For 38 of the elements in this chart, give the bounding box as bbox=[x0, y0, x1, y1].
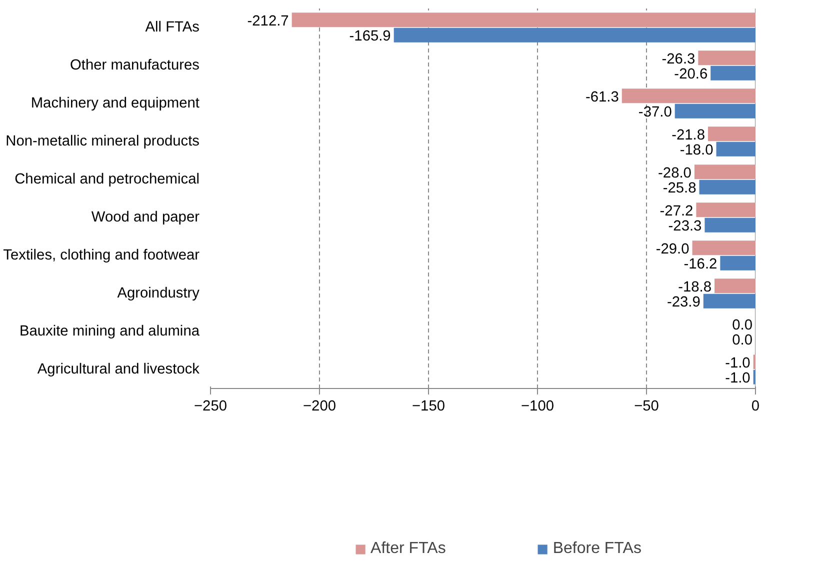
data-label: -25.8 bbox=[662, 180, 696, 197]
data-label: -21.8 bbox=[672, 127, 705, 144]
x-tick-label: −200 bbox=[302, 398, 336, 414]
x-tick-label: −150 bbox=[412, 398, 446, 414]
x-tick-label: 0 bbox=[751, 398, 760, 414]
data-label: -18.0 bbox=[680, 142, 714, 159]
data-label: -23.3 bbox=[668, 218, 702, 235]
y-tick-label: Machinery and equipment bbox=[30, 96, 200, 112]
legend-label: Before FTAs bbox=[552, 540, 642, 558]
x-tick-label: −50 bbox=[634, 398, 659, 414]
y-tick-label: Textiles, clothing and footwear bbox=[3, 248, 200, 264]
y-tick-label: Chemical and petrochemical bbox=[14, 172, 200, 188]
data-label: -26.3 bbox=[662, 51, 696, 68]
data-label: -29.0 bbox=[656, 241, 690, 258]
data-label: -18.8 bbox=[678, 279, 712, 296]
data-label: -165.9 bbox=[349, 28, 391, 45]
y-tick-label: All FTAs bbox=[145, 20, 200, 36]
y-tick-label: Agricultural and livestock bbox=[37, 362, 200, 378]
data-label: -212.7 bbox=[247, 13, 289, 30]
y-tick-label: Other manufactures bbox=[70, 58, 200, 74]
data-label: -1.0 bbox=[725, 370, 750, 387]
data-label: -28.0 bbox=[658, 165, 692, 182]
y-tick-label: Non-metallic mineral products bbox=[6, 134, 200, 150]
x-tick-label: −100 bbox=[520, 398, 554, 414]
data-label: -27.2 bbox=[660, 203, 694, 220]
data-label: 0.0 bbox=[732, 317, 752, 334]
legend-label: After FTAs bbox=[370, 540, 446, 558]
data-label: 0.0 bbox=[732, 332, 752, 349]
data-label: -23.9 bbox=[666, 294, 700, 311]
data-label: -16.2 bbox=[684, 256, 718, 273]
data-label: -1.0 bbox=[725, 355, 750, 372]
data-label: -20.6 bbox=[674, 66, 708, 83]
y-tick-label: Agroindustry bbox=[117, 286, 200, 302]
x-tick-label: −250 bbox=[194, 398, 228, 414]
data-label: -37.0 bbox=[638, 104, 672, 121]
data-label: -61.3 bbox=[585, 89, 619, 106]
y-tick-label: Wood and paper bbox=[91, 210, 200, 226]
y-tick-label: Bauxite mining and alumina bbox=[19, 324, 200, 340]
